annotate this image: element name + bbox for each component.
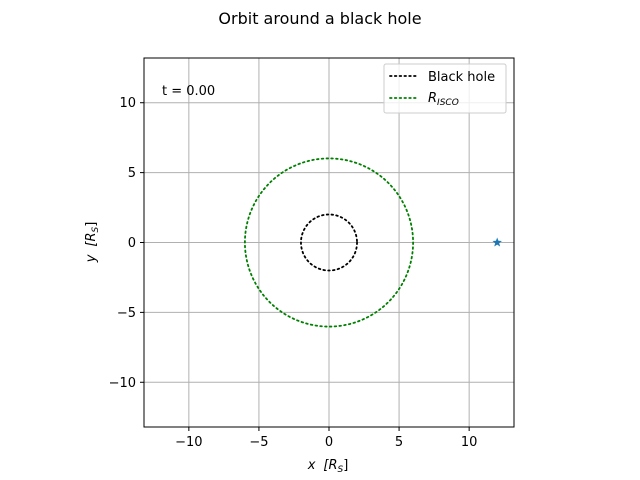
y-axis-label: y[RS] [84,222,101,264]
orbiting-body-star [492,237,502,247]
y-ticks: −10 −5 0 5 10 [109,96,144,391]
y-tick-label: −5 [117,306,136,321]
legend-label-black-hole: Black hole [428,70,495,85]
x-tick-label: −5 [249,435,268,450]
y-tick-label: 10 [119,96,136,111]
x-tick-label: 0 [325,435,333,450]
chart-title: Orbit around a black hole [218,9,421,28]
x-tick-label: −10 [175,435,202,450]
x-tick-label: 5 [395,435,403,450]
legend-label-isco: RISCO [428,91,459,108]
x-ticks: −10 −5 0 5 10 [175,427,477,450]
x-tick-label: 10 [461,435,478,450]
isco-circle [244,157,414,328]
y-tick-label: −10 [109,376,136,391]
black-hole-circle [300,213,358,272]
legend: Black hole RISCO [383,63,507,114]
x-axis-label: x [RS] [307,458,349,475]
y-tick-label: 5 [128,166,136,181]
time-annotation: t = 0.00 [162,84,215,99]
y-tick-label: 0 [128,236,136,251]
